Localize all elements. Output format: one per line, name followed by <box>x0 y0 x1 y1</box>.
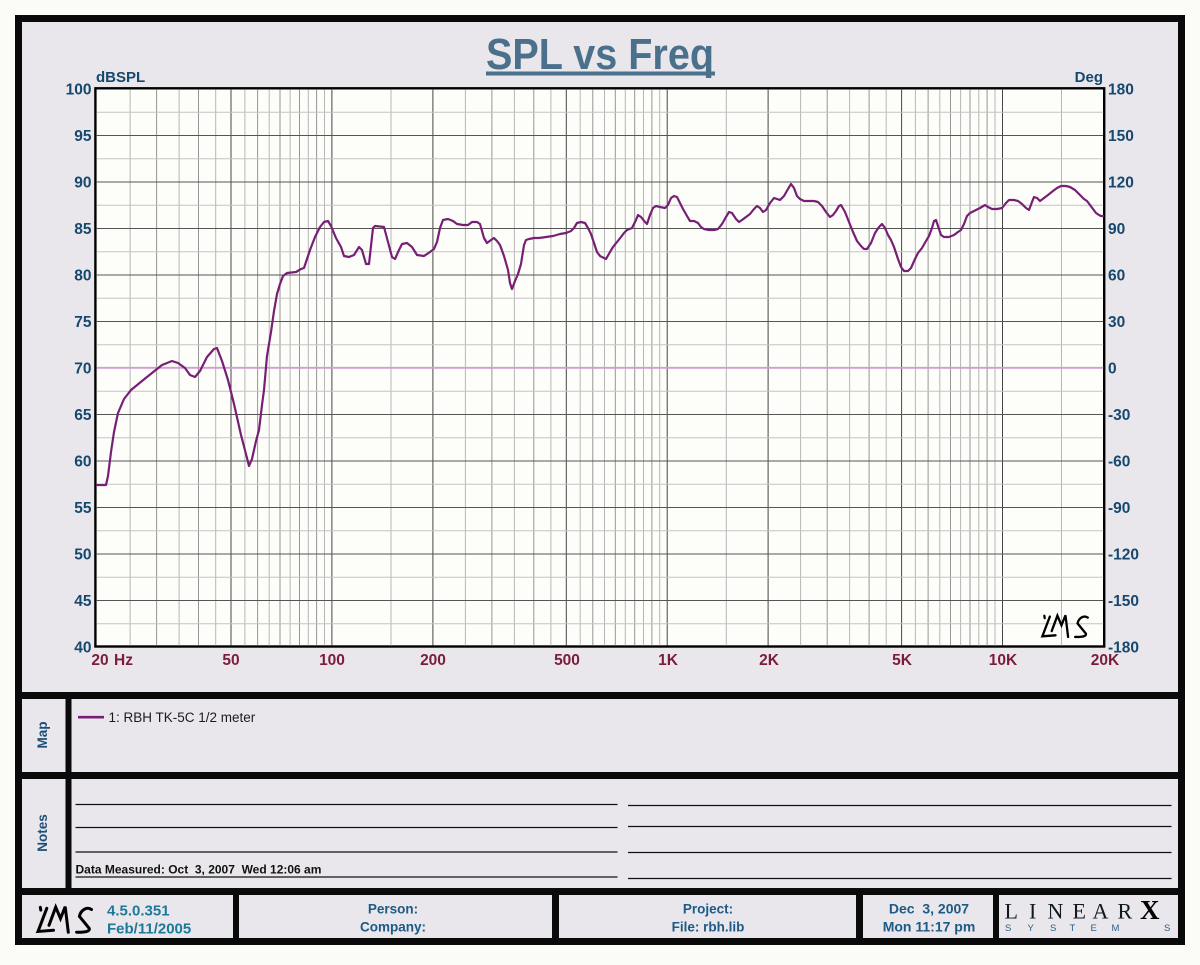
svg-text:0: 0 <box>1108 360 1117 377</box>
svg-text:Mon 11:17 pm: Mon 11:17 pm <box>883 919 976 935</box>
svg-text:SPL vs Freq: SPL vs Freq <box>486 30 714 79</box>
svg-text:45: 45 <box>74 593 92 610</box>
svg-text:10K: 10K <box>989 652 1018 669</box>
svg-text:Person:: Person: <box>368 902 418 917</box>
svg-text:-30: -30 <box>1108 407 1130 424</box>
svg-text:Company:: Company: <box>360 920 426 935</box>
svg-text:50: 50 <box>222 652 239 669</box>
svg-text:95: 95 <box>74 128 92 145</box>
svg-text:85: 85 <box>74 221 92 238</box>
svg-text:30: 30 <box>1108 314 1125 331</box>
svg-text:A: A <box>1093 899 1109 924</box>
svg-text:75: 75 <box>74 314 92 331</box>
svg-text:90: 90 <box>1108 221 1125 238</box>
svg-text:R: R <box>1118 899 1133 924</box>
svg-text:Hz: Hz <box>114 652 133 669</box>
svg-text:2K: 2K <box>759 652 780 669</box>
svg-text:180: 180 <box>1108 81 1134 98</box>
svg-text:Feb/11/2005: Feb/11/2005 <box>107 921 191 938</box>
svg-text:Notes: Notes <box>35 814 50 852</box>
svg-text:-90: -90 <box>1108 500 1130 517</box>
svg-text:Dec 3, 2007: Dec 3, 2007 <box>889 901 969 917</box>
svg-text:Data Measured: Oct 3, 2007 W: Data Measured: Oct 3, 2007 Wed 12:06 am <box>76 863 322 877</box>
svg-text:-150: -150 <box>1108 593 1139 610</box>
svg-text:Y: Y <box>1028 923 1035 934</box>
svg-text:80: 80 <box>74 267 91 284</box>
svg-text:5K: 5K <box>892 652 913 669</box>
svg-text:S: S <box>1005 923 1011 934</box>
svg-text:200: 200 <box>420 652 446 669</box>
svg-text:dBSPL: dBSPL <box>96 69 145 86</box>
svg-text:E: E <box>1091 923 1097 934</box>
svg-text:N: N <box>1048 899 1064 924</box>
svg-text:500: 500 <box>554 652 580 669</box>
svg-text:T: T <box>1070 923 1076 934</box>
svg-text:S: S <box>1164 923 1170 934</box>
svg-text:Map: Map <box>35 722 50 749</box>
svg-text:55: 55 <box>74 500 92 517</box>
svg-text:1K: 1K <box>658 652 679 669</box>
svg-text:1: RBH TK-5C 1/2 meter: 1: RBH TK-5C 1/2 meter <box>109 710 256 725</box>
svg-text:60: 60 <box>74 453 91 470</box>
svg-text:90: 90 <box>74 174 91 191</box>
svg-text:E: E <box>1073 899 1086 924</box>
svg-text:Deg: Deg <box>1075 69 1103 86</box>
svg-text:20: 20 <box>91 652 108 669</box>
svg-text:100: 100 <box>66 81 92 98</box>
svg-text:I: I <box>1029 899 1036 924</box>
svg-text:20K: 20K <box>1091 652 1120 669</box>
svg-text:X: X <box>1140 895 1160 925</box>
svg-text:Project:: Project: <box>683 902 733 917</box>
svg-text:-120: -120 <box>1108 546 1139 563</box>
svg-text:-60: -60 <box>1108 453 1130 470</box>
svg-text:S: S <box>1050 923 1056 934</box>
svg-text:70: 70 <box>74 360 91 377</box>
svg-text:File: rbh.lib: File: rbh.lib <box>672 920 745 935</box>
svg-text:65: 65 <box>74 407 92 424</box>
svg-text:L: L <box>1005 899 1018 924</box>
svg-text:60: 60 <box>1108 267 1125 284</box>
svg-text:100: 100 <box>319 652 345 669</box>
svg-text:50: 50 <box>74 546 91 563</box>
svg-text:M: M <box>1112 923 1120 934</box>
svg-text:40: 40 <box>74 639 91 656</box>
svg-text:150: 150 <box>1108 128 1134 145</box>
svg-text:120: 120 <box>1108 174 1134 191</box>
svg-text:4.5.0.351: 4.5.0.351 <box>107 903 170 920</box>
svg-text:-180: -180 <box>1108 639 1139 656</box>
